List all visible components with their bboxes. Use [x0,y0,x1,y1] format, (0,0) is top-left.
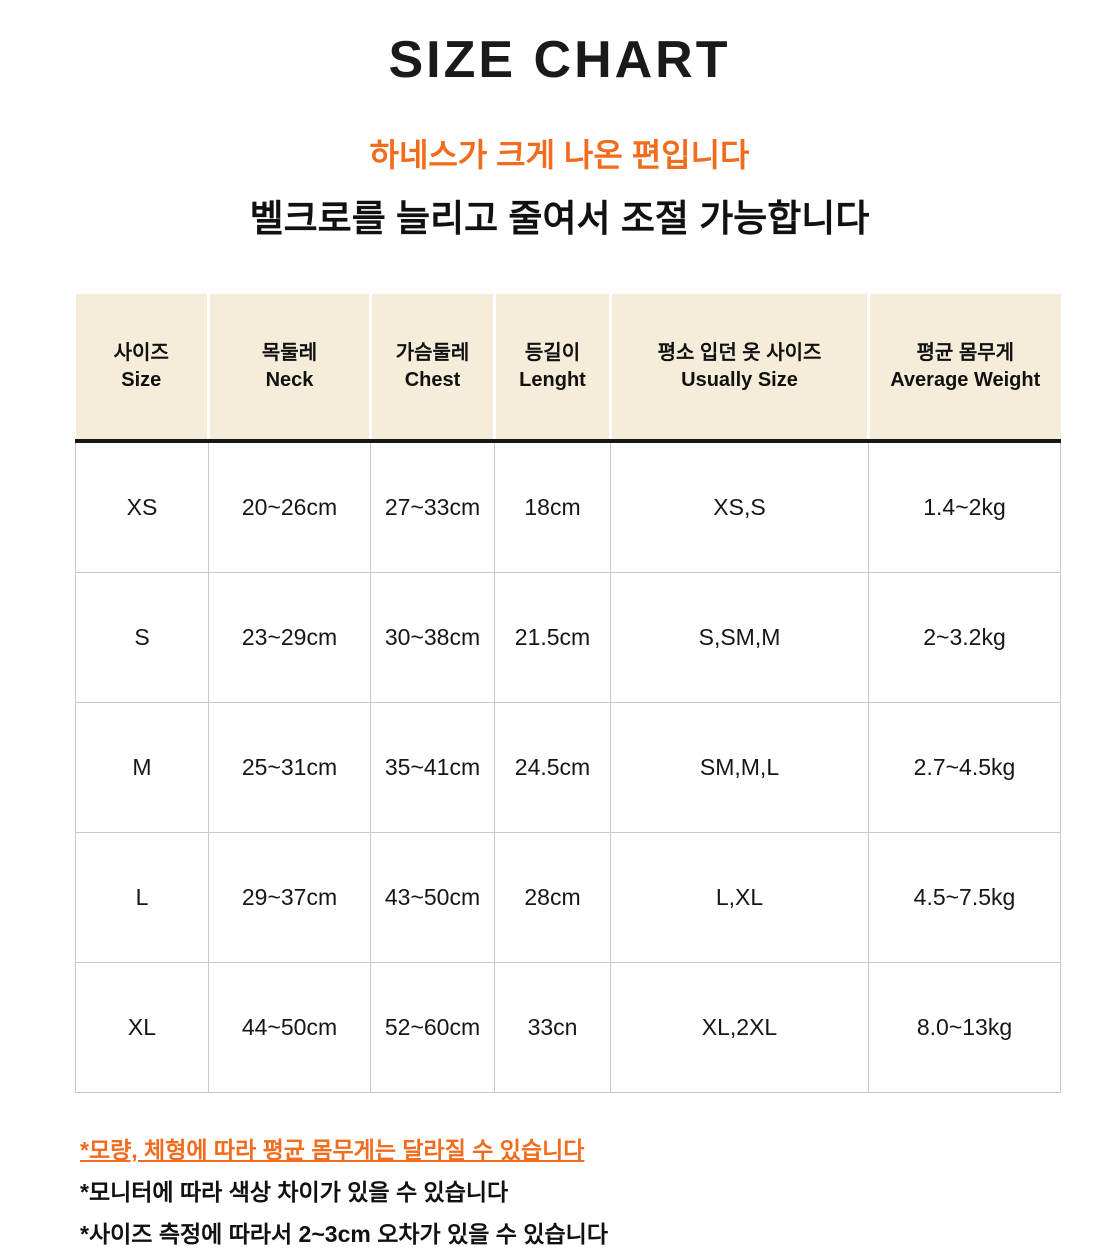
cell-average-weight: 4.5~7.5kg [868,832,1061,963]
cell-chest: 52~60cm [370,962,495,1093]
header-label-en: Lenght [519,368,586,391]
cell-chest: 27~33cm [370,441,495,573]
subtitle-note: 벨크로를 늘리고 줄여서 조절 가능합니다 [249,198,870,239]
column-header-chest: 가슴둘레 Chest [369,294,495,443]
note-color-disclaimer: *모니터에 따라 색상 차이가 있을 수 있습니다 [80,1179,509,1206]
cell-usually-size: L,XL [610,832,869,963]
header-label-en: Neck [265,368,314,391]
cell-average-weight: 2.7~4.5kg [868,702,1061,833]
subtitle-highlight: 하네스가 크게 나온 편입니다 [369,137,750,173]
cell-neck: 23~29cm [208,572,371,703]
cell-average-weight: 1.4~2kg [868,441,1061,573]
cell-chest: 35~41cm [370,702,495,833]
column-header-length: 등길이 Lenght [493,294,611,443]
note-weight-disclaimer: *모량, 체형에 따라 평균 몸무게는 달라질 수 있습니다 [80,1137,585,1163]
cell-neck: 29~37cm [208,832,371,963]
table-row-l: L 29~37cm 43~50cm 28cm L,XL 4.5~7.5kg [75,832,1061,963]
header-label-en: Chest [404,368,461,391]
header-label-ko: 목둘레 [261,341,318,364]
cell-usually-size: SM,M,L [610,702,869,833]
column-header-usually-size: 평소 입던 옷 사이즈 Usually Size [609,294,869,443]
footnotes: *모량, 체형에 따라 평균 몸무게는 달라질 수 있습니다 *모니터에 따라 … [80,1135,1119,1250]
cell-length: 24.5cm [494,702,611,833]
cell-size: S [75,572,209,703]
cell-usually-size: XL,2XL [610,962,869,1093]
header-label-ko: 평균 몸무게 [916,341,1015,364]
header-label-ko: 사이즈 [113,341,169,364]
header-label-ko: 평소 입던 옷 사이즈 [657,341,822,364]
table-row-s: S 23~29cm 30~38cm 21.5cm S,SM,M 2~3.2kg [75,572,1061,703]
cell-length: 18cm [494,441,611,573]
cell-usually-size: S,SM,M [610,572,869,703]
note-size-tolerance: *사이즈 측정에 따라서 2~3cm 오차가 있을 수 있습니다 [80,1221,608,1248]
cell-usually-size: XS,S [610,441,869,573]
header-row: 사이즈 Size 목둘레 Neck 가슴둘레 Chest 등길이 Lenght … [75,294,1061,443]
cell-length: 33cn [494,962,611,1093]
header-label-ko: 등길이 [524,341,581,364]
cell-length: 28cm [494,832,611,963]
cell-size: M [75,702,209,833]
column-header-size: 사이즈 Size [75,294,209,443]
table-row-m: M 25~31cm 35~41cm 24.5cm SM,M,L 2.7~4.5k… [75,702,1061,833]
cell-chest: 43~50cm [370,832,495,963]
table-row-xs: XS 20~26cm 27~33cm 18cm XS,S 1.4~2kg [75,441,1061,573]
size-chart-table: 사이즈 Size 목둘레 Neck 가슴둘레 Chest 등길이 Lenght … [75,294,1061,1093]
column-header-average-weight: 평균 몸무게 Average Weight [867,294,1061,443]
cell-size: XL [75,962,209,1093]
header-label-ko: 가슴둘레 [395,341,470,364]
cell-size: L [75,832,209,963]
cell-neck: 25~31cm [208,702,371,833]
cell-neck: 20~26cm [208,441,371,573]
header-label-en: Usually Size [681,368,798,391]
cell-chest: 30~38cm [370,572,495,703]
cell-average-weight: 8.0~13kg [868,962,1061,1093]
page-title: SIZE CHART [388,31,731,89]
cell-neck: 44~50cm [208,962,371,1093]
column-header-neck: 목둘레 Neck [207,294,371,443]
cell-length: 21.5cm [494,572,611,703]
header-label-en: Average Weight [890,368,1041,391]
cell-average-weight: 2~3.2kg [868,572,1061,703]
header-label-en: Size [121,368,162,391]
table-row-xl: XL 44~50cm 52~60cm 33cn XL,2XL 8.0~13kg [75,962,1061,1093]
cell-size: XS [75,441,209,573]
